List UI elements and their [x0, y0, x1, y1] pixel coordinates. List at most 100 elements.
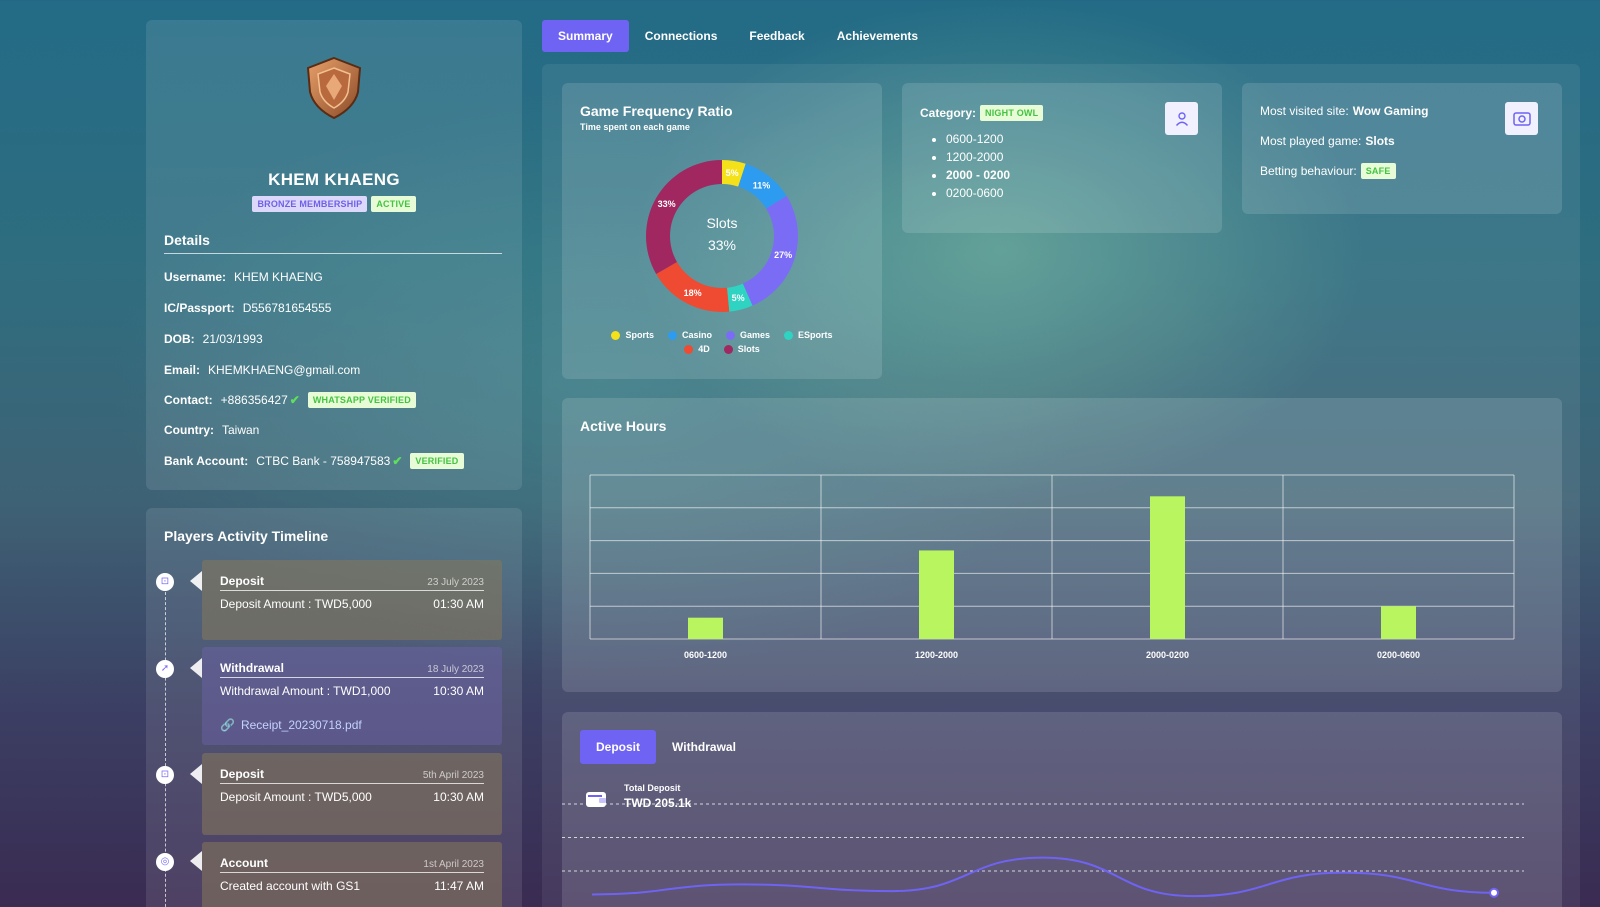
game-frequency-card: Game Frequency Ratio Time spent on each … [562, 83, 882, 379]
bar-0600-1200[interactable] [688, 617, 723, 639]
tab-achievements[interactable]: Achievements [836, 29, 919, 43]
ic-label: IC/Passport: [164, 301, 235, 315]
player-name: KHEM KHAENG [268, 170, 400, 189]
tab-deposit[interactable]: Deposit [580, 730, 657, 764]
user-icon [1175, 111, 1188, 126]
details-divider [164, 253, 502, 254]
donut-slice-label: 5% [732, 293, 745, 303]
legend-item-slots[interactable]: Slots [723, 344, 760, 354]
x-tick-label: 0600-1200 [684, 650, 727, 660]
donut-slice-label: 11% [753, 181, 771, 191]
profile-card: KHEM KHAENG BRONZE MEMBERSHIP ACTIVE Det… [146, 20, 522, 490]
wallet-icon [586, 792, 606, 807]
tab-withdrawal[interactable]: Withdrawal [672, 740, 736, 754]
timeline-item-type: Deposit [220, 767, 265, 781]
timeline-item-date: 18 July 2023 [427, 664, 484, 675]
bar-1200-2000[interactable] [919, 550, 954, 639]
bar-2000-0200[interactable] [1150, 496, 1185, 639]
withdrawal-icon: ➚ [156, 660, 174, 678]
legend-item-esports[interactable]: ESports [784, 330, 833, 340]
frequency-subtitle: Time spent on each game [580, 122, 690, 132]
donut-slice-label: 18% [684, 288, 702, 298]
tab-summary[interactable]: Summary [542, 20, 629, 52]
donut-slice-slots[interactable] [646, 160, 722, 274]
check-icon: ✔ [289, 393, 300, 407]
list-item: 1200-2000 [946, 148, 1010, 166]
active-hours-title: Active Hours [580, 418, 667, 434]
deposit-line-chart [562, 803, 1524, 898]
tab-feedback[interactable]: Feedback [749, 29, 805, 43]
most-played-label: Most played game: [1260, 134, 1362, 148]
account-icon: ◎ [156, 853, 174, 871]
category-badge: NIGHT OWL [980, 105, 1044, 121]
timeline-pointer [190, 571, 202, 591]
timeline-item[interactable]: Deposit 5th April 2023 Deposit Amount : … [202, 753, 502, 835]
email-label: Email: [164, 363, 201, 377]
username-value: KHEM KHAENG [234, 270, 323, 284]
receipt-link-text[interactable]: Receipt_20230718.pdf [240, 718, 362, 732]
timeline-item[interactable]: Withdrawal 18 July 2023 Withdrawal Amoun… [202, 647, 502, 745]
deposit-card: Deposit Withdrawal Total Deposit TWD 205… [562, 712, 1562, 907]
most-visited-row: Most visited site: Wow Gaming [1260, 104, 1428, 118]
donut-slice-label: 27% [774, 250, 792, 260]
bronze-shield-icon [306, 56, 362, 120]
country-label: Country: [164, 423, 214, 437]
line-end-point[interactable] [1489, 887, 1499, 898]
detail-email: Email: KHEMKHAENG@gmail.com [164, 363, 360, 377]
user-icon-button[interactable] [1165, 102, 1198, 135]
donut-slice-label: 33% [658, 199, 676, 209]
donut-slice-sports[interactable] [722, 160, 746, 187]
active-badge: ACTIVE [371, 196, 416, 212]
timeline-item[interactable]: Account 1st April 2023 Created account w… [202, 842, 502, 907]
bank-value: CTBC Bank - 758947583 [256, 454, 391, 468]
link-icon: 🔗 [220, 718, 235, 732]
timeline-item-time: 10:30 AM [433, 790, 484, 804]
timeline-item-desc: Deposit Amount : TWD5,000 [220, 597, 372, 611]
dob-label: DOB: [164, 332, 195, 346]
donut-slice-esports[interactable] [726, 283, 753, 312]
betting-row: Betting behaviour: SAFE [1260, 163, 1396, 179]
donut-slice-games[interactable] [742, 195, 798, 306]
legend-item-4d[interactable]: 4D [684, 344, 710, 354]
main-tabs: Summary Connections Feedback Achievement… [542, 20, 934, 52]
site-summary-card: Most visited site: Wow Gaming Most playe… [1242, 83, 1562, 214]
money-icon-button[interactable] [1505, 102, 1538, 135]
money-icon [1512, 111, 1531, 126]
most-visited-label: Most visited site: [1260, 104, 1349, 118]
legend-dot [725, 330, 735, 340]
legend-dot [667, 330, 677, 340]
timeline-pointer [190, 764, 202, 784]
timeline-item-desc: Deposit Amount : TWD5,000 [220, 790, 372, 804]
timeline-item[interactable]: Deposit 23 July 2023 Deposit Amount : TW… [202, 560, 502, 640]
timeline-item-time: 11:47 AM [434, 879, 484, 893]
contact-label: Contact: [164, 393, 213, 407]
x-tick-label: 0200-0600 [1377, 650, 1420, 660]
legend-item-casino[interactable]: Casino [667, 330, 712, 340]
donut-legend: Sports Casino Games ESports 4D Slots [562, 330, 882, 354]
tab-connections[interactable]: Connections [644, 29, 718, 43]
donut-slice-casino[interactable] [738, 163, 787, 209]
dob-value: 21/03/1993 [202, 332, 263, 346]
timeline-item-type: Account [220, 856, 268, 870]
timeline-title: Players Activity Timeline [164, 528, 329, 544]
category-row: Category: NIGHT OWL [920, 105, 1044, 121]
deposit-tabs: Deposit Withdrawal [580, 730, 752, 764]
legend-item-sports[interactable]: Sports [611, 330, 654, 340]
legend-dot [611, 330, 621, 340]
deposit-series-line [591, 856, 1495, 898]
detail-ic: IC/Passport: D556781654555 [164, 301, 331, 315]
receipt-link[interactable]: 🔗 Receipt_20230718.pdf [220, 718, 484, 732]
active-hours-chart: 0600-1200 1200-2000 2000-0200 0200-0600 [589, 474, 1515, 660]
legend-label: Sports [625, 330, 654, 340]
x-tick-label: 2000-0200 [1146, 650, 1189, 660]
legend-dot [784, 330, 794, 340]
username-label: Username: [164, 270, 227, 284]
timeline-item-type: Deposit [220, 574, 265, 588]
legend-item-games[interactable]: Games [725, 330, 770, 340]
bar-0200-0600[interactable] [1381, 606, 1416, 639]
donut-slice-4d[interactable] [656, 262, 730, 312]
category-card: Category: NIGHT OWL 0600-1200 1200-2000 … [902, 83, 1222, 233]
most-played-row: Most played game: Slots [1260, 134, 1395, 148]
legend-dot [684, 344, 694, 354]
legend-label: ESports [798, 330, 833, 340]
